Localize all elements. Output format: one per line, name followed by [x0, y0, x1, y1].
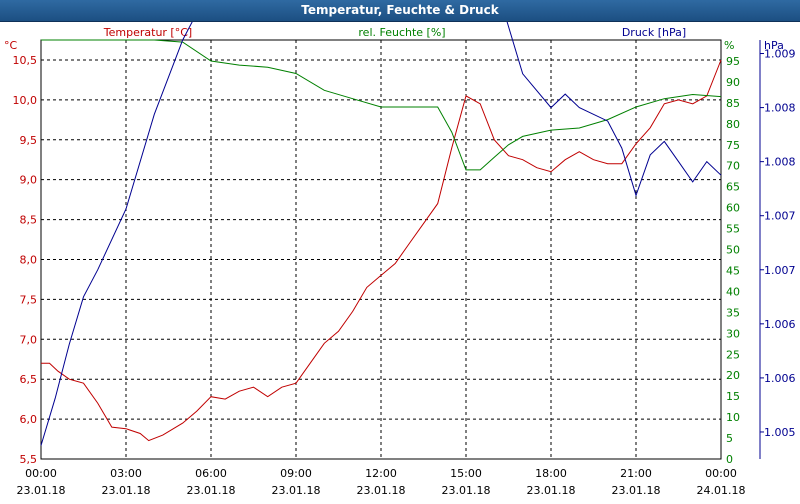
pressure-tick-label: 1.006 — [764, 318, 796, 331]
x-tick-time-label: 21:00 — [620, 467, 652, 480]
humidity-tick-label: 40 — [726, 285, 740, 298]
temperature-tick-label: 6,0 — [20, 413, 38, 426]
temperature-tick-label: 9,5 — [20, 134, 38, 147]
x-tick-time-label: 00:00 — [25, 467, 57, 480]
x-tick-date-label: 23.01.18 — [442, 484, 491, 497]
pressure-tick-label: 1.007 — [764, 210, 796, 223]
humidity-tick-label: 85 — [726, 97, 740, 110]
pressure-line — [40, 0, 722, 446]
x-tick-date-label: 24.01.18 — [697, 484, 746, 497]
humidity-line — [41, 39, 722, 171]
temperature-tick-label: 6,5 — [20, 373, 38, 386]
pressure-tick-label: 1.005 — [764, 426, 796, 439]
x-tick-date-label: 23.01.18 — [357, 484, 406, 497]
temperature-tick-label: 10,5 — [13, 54, 38, 67]
x-tick-date-label: 23.01.18 — [272, 484, 321, 497]
pressure-tick-label: 1.008 — [764, 156, 796, 169]
humidity-tick-label: 95 — [726, 55, 740, 68]
humidity-tick-label: 65 — [726, 181, 740, 194]
humidity-axis-title: rel. Feuchte [%] — [358, 26, 445, 39]
pressure-tick-label: 1.008 — [764, 102, 796, 115]
humidity-tick-label: 0 — [726, 453, 733, 466]
chart-svg: °C Temperatur [°C] rel. Feuchte [%] Druck [… — [4, 0, 796, 497]
x-tick-date-label: 23.01.18 — [527, 484, 576, 497]
humidity-tick-label: 70 — [726, 160, 740, 173]
temperature-tick-label: 8,0 — [20, 253, 38, 266]
pressure-tick-label: 1.009 — [764, 48, 796, 61]
temperature-tick-label: 8,5 — [20, 214, 38, 227]
humidity-tick-label: 10 — [726, 411, 740, 424]
temperature-tick-label: 5,5 — [20, 453, 38, 466]
pressure-axis-title: Druck [hPa] — [622, 26, 686, 39]
humidity-tick-label: 5 — [726, 432, 733, 445]
x-tick-time-label: 06:00 — [195, 467, 227, 480]
humidity-tick-label: 45 — [726, 264, 740, 277]
humidity-tick-label: 80 — [726, 118, 740, 131]
temperature-axis-title: Temperatur [°C] — [103, 26, 192, 39]
humidity-unit-label: % — [724, 39, 734, 52]
x-tick-time-label: 15:00 — [450, 467, 482, 480]
humidity-tick-label: 25 — [726, 348, 740, 361]
x-tick-date-label: 23.01.18 — [612, 484, 661, 497]
pressure-unit-label: hPa — [764, 39, 784, 52]
x-tick-date-label: 23.01.18 — [17, 484, 66, 497]
temperature-line — [41, 59, 722, 442]
temperature-tick-label: 10,0 — [13, 94, 38, 107]
x-tick-time-label: 03:00 — [110, 467, 142, 480]
humidity-tick-label: 55 — [726, 223, 740, 236]
x-tick-date-label: 23.01.18 — [102, 484, 151, 497]
temperature-tick-label: 7,0 — [20, 333, 38, 346]
x-tick-time-label: 09:00 — [280, 467, 312, 480]
humidity-tick-label: 90 — [726, 76, 740, 89]
humidity-tick-label: 20 — [726, 369, 740, 382]
pressure-tick-label: 1.007 — [764, 264, 796, 277]
x-tick-time-label: 18:00 — [535, 467, 567, 480]
humidity-tick-label: 35 — [726, 306, 740, 319]
x-tick-date-label: 23.01.18 — [187, 484, 236, 497]
pressure-tick-label: 1.006 — [764, 372, 796, 385]
x-tick-time-label: 12:00 — [365, 467, 397, 480]
temperature-tick-label: 7,5 — [20, 293, 38, 306]
temperature-tick-label: 9,0 — [20, 174, 38, 187]
humidity-tick-label: 60 — [726, 202, 740, 215]
humidity-tick-label: 30 — [726, 327, 740, 340]
humidity-tick-label: 50 — [726, 244, 740, 257]
humidity-tick-label: 75 — [726, 139, 740, 152]
temperature-unit-label: °C — [4, 39, 18, 52]
humidity-tick-label: 15 — [726, 390, 740, 403]
x-tick-time-label: 00:00 — [705, 467, 737, 480]
window-title: Temperatur, Feuchte & Druck — [0, 0, 800, 22]
